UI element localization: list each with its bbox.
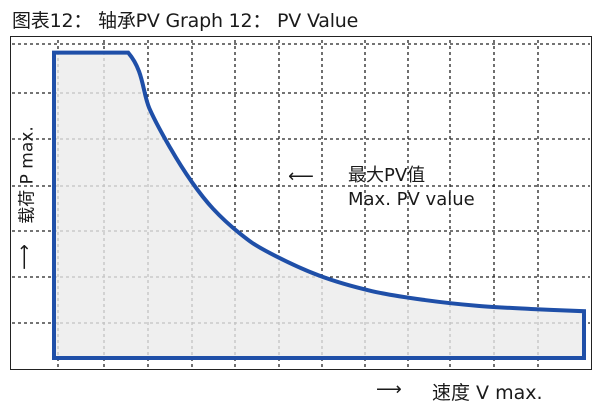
- chart-frame: [10, 36, 592, 370]
- chart-title: 图表12： 轴承PV Graph 12： PV Value: [12, 10, 359, 32]
- y-axis-arrow-icon: ⟶: [14, 244, 35, 270]
- pv-limit-curve: [52, 50, 586, 360]
- annotation-line-1: 最大PV值: [348, 165, 426, 186]
- x-axis-arrow-icon: ⟶: [376, 379, 402, 400]
- pv-area-fill: [54, 52, 584, 358]
- y-axis-label: 载荷 P max.: [17, 126, 38, 224]
- annotation-line-2: Max. PV value: [348, 189, 475, 210]
- annotation-arrow-icon: ⟵: [288, 166, 314, 187]
- x-axis-label: 速度 V max.: [432, 382, 543, 404]
- max-pv-annotation: 最大PV值 Max. PV value: [348, 164, 475, 212]
